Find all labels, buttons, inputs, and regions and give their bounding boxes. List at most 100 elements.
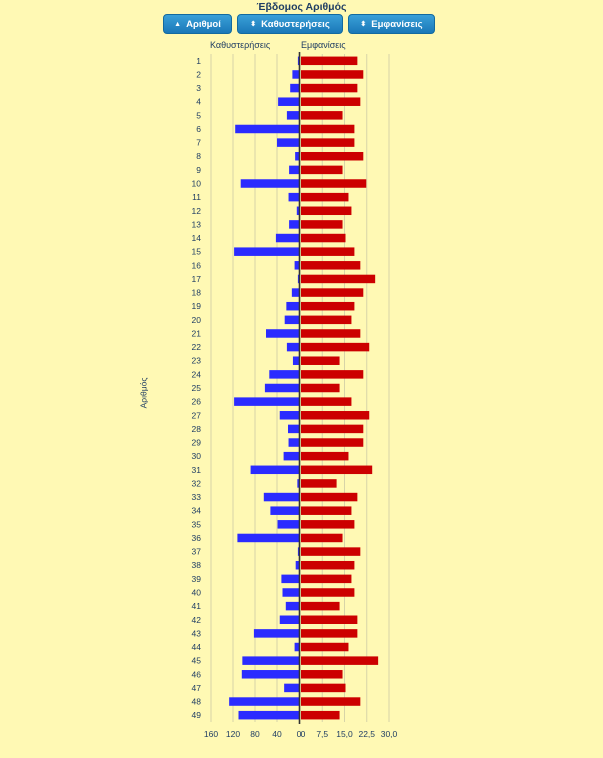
left-series-header: Καθυστερήσεις (210, 40, 271, 50)
category-tick-label: 43 (192, 628, 202, 638)
category-tick-label: 14 (192, 233, 202, 243)
delay-bar (277, 520, 299, 529)
category-tick-label: 10 (192, 179, 202, 189)
appearance-bar (301, 492, 358, 502)
appearance-bar (301, 301, 355, 311)
appearance-bar (301, 192, 349, 202)
category-tick-label: 40 (192, 587, 202, 597)
category-tick-label: 48 (192, 697, 202, 707)
category-tick-label: 20 (192, 315, 202, 325)
delay-bar (295, 151, 299, 161)
category-tick-label: 9 (196, 165, 201, 175)
category-tick-label: 7 (196, 138, 201, 148)
delay-bar (237, 533, 299, 543)
appearance-bar (301, 506, 352, 515)
category-tick-label: 17 (192, 274, 202, 284)
delay-bar (296, 206, 299, 216)
category-tick-label: 47 (192, 683, 202, 693)
appearance-bar (301, 138, 355, 147)
delay-bar (283, 451, 299, 461)
chart-title: Έβδομος Αριθμός (256, 1, 347, 13)
delay-bar (297, 56, 299, 66)
category-tick-label: 30 (192, 451, 202, 461)
appearance-bar (301, 111, 343, 120)
category-tick-label: 23 (192, 356, 202, 366)
delay-bar (294, 642, 299, 652)
category-tick-label: 26 (192, 397, 202, 407)
sort-by-number-button[interactable]: ▲ Αριθμοί (163, 14, 232, 34)
appearance-bar (301, 220, 343, 229)
sort-button-bar: ▲ Αριθμοί ⬍ Καθυστερήσεις ⬍ Εμφανίσεις (0, 14, 603, 36)
category-tick-label: 1 (196, 56, 201, 66)
appearance-bar (301, 547, 361, 556)
category-tick-label: 19 (192, 301, 202, 311)
delay-bar (266, 329, 299, 338)
delay-bar (290, 83, 299, 93)
appearance-bar (301, 588, 355, 597)
delay-bar (294, 261, 299, 270)
appearance-bar (301, 261, 361, 270)
delay-bar (242, 656, 299, 665)
delay-bar (285, 601, 299, 611)
delay-bar (238, 710, 299, 720)
delay-bar (297, 274, 299, 284)
appearance-bar (301, 97, 361, 106)
delay-bar (288, 424, 299, 434)
appearance-bar (301, 315, 352, 325)
appearance-bar (301, 479, 337, 488)
delay-bar (284, 683, 299, 693)
appearance-bar (301, 683, 346, 693)
category-tick-label: 6 (196, 124, 201, 134)
right-series-header: Εμφανίσεις (301, 40, 346, 50)
left-axis-tick-label: 40 (272, 729, 282, 739)
category-tick-label: 42 (192, 615, 202, 625)
right-axis-tick-label: 30,0 (381, 729, 398, 739)
right-axis-tick-label: 22,5 (358, 729, 375, 739)
appearance-bar (301, 233, 346, 243)
category-tick-label: 13 (192, 219, 202, 229)
appearance-bar (301, 670, 343, 679)
delay-bar (250, 465, 299, 475)
delay-bar (229, 697, 299, 706)
category-tick-label: 2 (196, 69, 201, 79)
delay-bar (292, 70, 299, 79)
category-tick-label: 28 (192, 424, 202, 434)
delay-bar (240, 179, 299, 188)
appearance-bar (301, 697, 361, 706)
delay-bar (291, 288, 299, 297)
category-tick-label: 8 (196, 151, 201, 161)
category-tick-label: 49 (192, 710, 202, 720)
delay-bar (281, 574, 299, 584)
sort-by-delays-button[interactable]: ⬍ Καθυστερήσεις (237, 14, 343, 34)
appearance-bar (301, 615, 358, 625)
delay-bar (235, 124, 299, 134)
appearance-bar (301, 179, 367, 188)
sort-by-appearances-button[interactable]: ⬍ Εμφανίσεις (348, 14, 435, 34)
appearance-bar (301, 165, 343, 175)
category-tick-label: 27 (192, 410, 202, 420)
appearance-bar (301, 83, 358, 93)
appearance-bar (301, 656, 379, 665)
category-tick-label: 3 (196, 83, 201, 93)
appearance-bar (301, 465, 373, 475)
category-tick-label: 29 (192, 438, 202, 448)
sort-icon: ⬍ (250, 21, 257, 28)
category-tick-label: 37 (192, 547, 202, 557)
category-tick-label: 22 (192, 342, 202, 352)
delay-bar (264, 383, 299, 393)
category-tick-label: 46 (192, 669, 202, 679)
delay-bar (277, 138, 299, 147)
category-tick-label: 11 (192, 192, 201, 202)
appearance-bar (301, 533, 343, 543)
appearance-bar (301, 424, 364, 434)
right-axis-tick-label: 15,0 (336, 729, 353, 739)
delay-bar (284, 315, 299, 325)
delay-bar (241, 670, 299, 679)
appearance-bar (301, 629, 358, 638)
left-axis-tick-label: 120 (226, 729, 240, 739)
delay-bar (279, 615, 299, 625)
appearance-bar (301, 520, 355, 529)
category-tick-label: 18 (192, 288, 202, 298)
category-tick-label: 35 (192, 519, 202, 529)
